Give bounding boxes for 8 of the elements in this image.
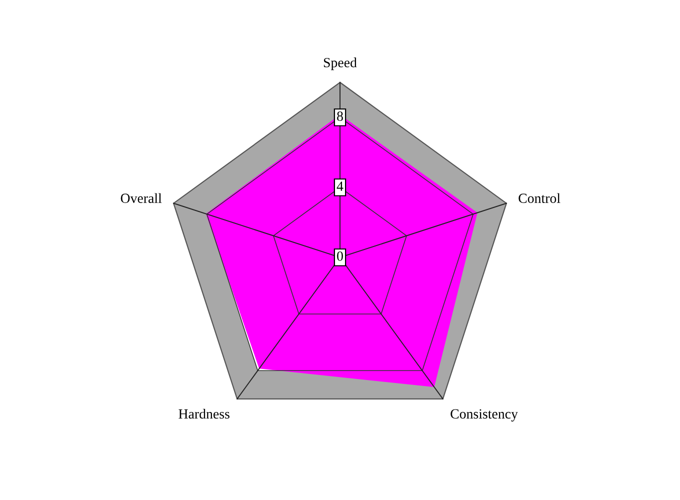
spoke-label: Consistency [450,409,518,422]
y-tick-label: 4 [336,182,344,191]
y-tick-label: 8 [337,111,343,121]
spoke-label: Overall [120,193,162,203]
y-tick-label: 0 [337,251,343,261]
spoke-label: Hardness [178,408,230,419]
spoke-label: Control [518,193,560,203]
spoke-label: Speed [324,58,357,70]
